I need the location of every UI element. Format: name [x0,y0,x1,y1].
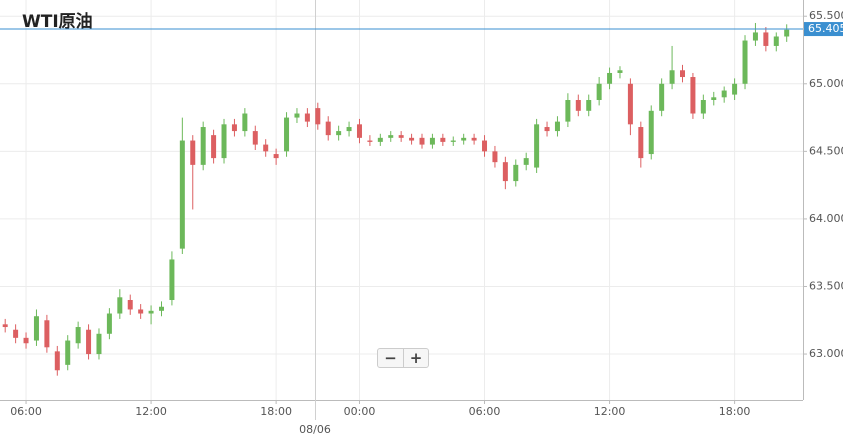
candle-body [315,108,321,125]
candle-body [117,297,123,314]
candle-body [54,351,60,371]
candle-body [231,124,237,132]
candle-body [513,164,519,182]
candle-body [211,135,217,159]
x-tick-label: 12:00 [594,405,626,418]
candle-body [2,324,8,328]
candle-body [138,309,144,314]
candle-body [367,140,373,142]
x-tick-label: 12:00 [135,405,167,418]
candle-body [586,100,592,111]
candle-body [325,121,331,136]
candle-body [461,137,467,141]
candle-body [617,70,623,73]
candle-body [346,127,352,132]
candle-body [471,137,477,141]
candle-body [721,90,727,98]
candle-body [742,40,748,84]
zoom-out[interactable]: − [378,349,403,367]
candle-body [450,140,456,142]
candle-body [763,32,769,46]
x-tick-label: 06:00 [469,405,501,418]
candle-body [409,137,415,141]
candle-body [732,83,738,95]
y-tick-label: 64.000 [809,212,843,225]
candle-body [86,329,92,355]
candle-body [554,121,560,132]
candle-body [284,117,290,152]
candle-body [398,135,404,138]
last-price-box [804,22,843,37]
candle-body [190,140,196,165]
candle-body [127,300,133,310]
date-label: 08/06 [299,423,331,436]
candle-body [669,70,675,84]
x-tick-label: 06:00 [10,405,42,418]
chart-title: WTI原油 [22,11,93,32]
candle-body [523,158,529,165]
candle-body [534,124,540,168]
candle-body [502,162,508,182]
candle-body [773,36,779,46]
candle-body [690,77,696,114]
candle-body [221,124,227,159]
candle-body [336,131,342,136]
candle-body [75,327,81,344]
candle-body [44,320,50,348]
candle-body [294,113,300,118]
candle-body [659,83,665,111]
last-price-label: 65.405 [808,22,843,35]
y-tick-label: 63.500 [809,279,843,292]
candle-body [638,127,644,159]
candle-body [179,140,185,249]
candle-body [419,137,425,145]
candle-body [575,100,581,111]
x-tick-label: 00:00 [344,405,376,418]
candle-body [388,135,394,138]
zoom-in[interactable]: + [403,349,428,367]
candle-body [242,113,248,132]
candle-body [13,329,19,338]
candle-body [23,337,29,344]
candle-body [33,316,39,341]
candle-body [627,83,633,125]
x-tick-label: 18:00 [719,405,751,418]
y-tick-label: 65.500 [809,9,843,22]
candle-body [596,83,602,100]
candle-body [565,100,571,122]
candle-body [273,154,279,159]
candle-body [169,259,175,300]
candle-body [252,131,258,145]
candle-body [680,70,685,78]
candle-body [648,110,654,155]
y-tick-label: 64.500 [809,144,843,157]
candle-body [607,72,613,84]
candle-body [148,310,154,314]
candle-body [96,333,102,355]
candle-body [377,137,383,142]
y-tick-label: 63.000 [809,347,843,360]
candle-body [700,100,706,114]
candle-body [784,29,790,37]
candle-body [263,144,269,152]
candle-body [304,113,310,122]
candle-body [159,306,164,311]
candle-body [106,313,112,334]
zoom-controls: − + [377,348,429,368]
x-tick-label: 18:00 [260,405,292,418]
candle-body [711,97,717,100]
candle-body [752,32,758,41]
candle-body [492,151,498,163]
candle-body [440,137,446,142]
candle-body [65,340,71,365]
candle-body [544,127,550,132]
candle-body [429,137,435,145]
y-tick-label: 65.000 [809,77,843,90]
candle-body [482,140,488,152]
candle-body [200,127,206,165]
candle-body [356,124,362,138]
